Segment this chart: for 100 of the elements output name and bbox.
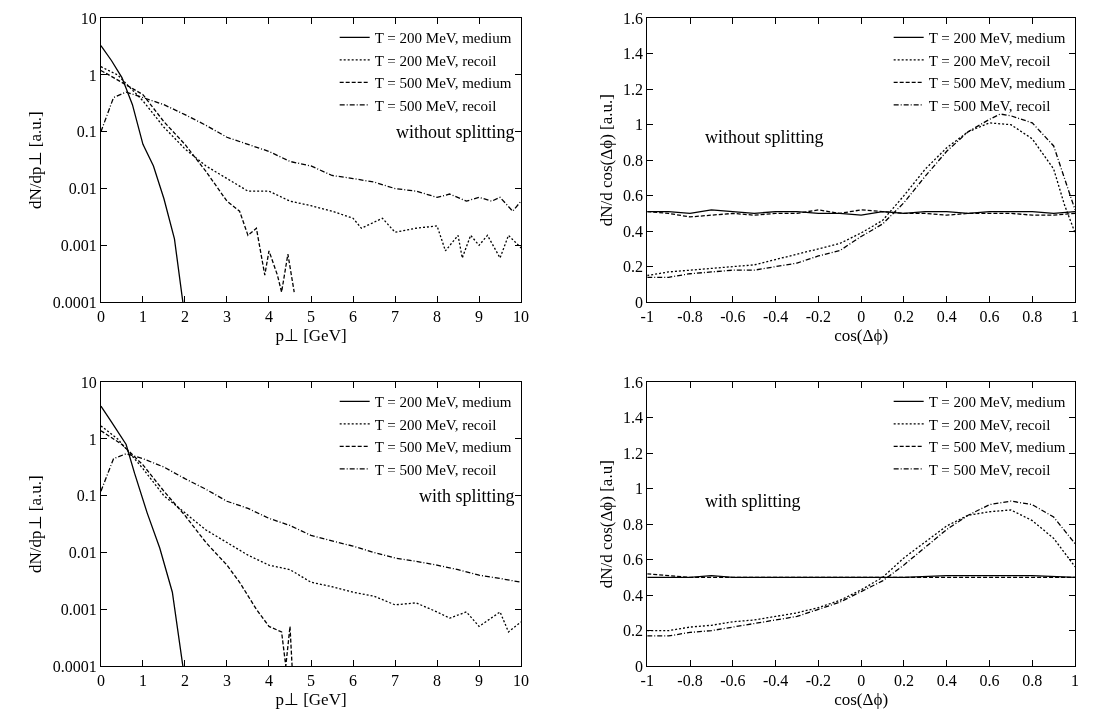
legend-label: T = 500 MeV, recoil	[928, 97, 1051, 114]
x-tick-label: 0.2	[893, 672, 914, 690]
y-tick-label: 0.8	[623, 151, 644, 169]
y-tick-label: 1	[88, 66, 97, 84]
legend-label: T = 500 MeV, medium	[928, 75, 1066, 92]
y-tick-label: 0	[635, 657, 644, 675]
x-tick-label: 0.4	[936, 672, 957, 690]
y-tick-label: 0.1	[76, 487, 97, 505]
x-axis-title: p⊥ [GeV]	[275, 325, 347, 345]
y-tick-label: 0.2	[623, 622, 644, 640]
x-tick-label: 7	[391, 672, 400, 690]
y-tick-label: 0.2	[623, 258, 644, 276]
y-tick-label: 0.6	[623, 187, 644, 205]
legend-label: T = 200 MeV, recoil	[374, 52, 497, 69]
legend-label: T = 200 MeV, recoil	[374, 416, 497, 433]
y-tick-label: 0.001	[60, 236, 97, 254]
y-tick-label: 1	[88, 430, 97, 448]
x-tick-label: -0.4	[762, 308, 789, 326]
x-tick-label: -1	[640, 308, 654, 326]
x-tick-label: -0.6	[720, 308, 746, 326]
y-tick-label: 1.6	[623, 9, 644, 27]
legend-label: T = 200 MeV, medium	[928, 30, 1066, 47]
legend-label: T = 500 MeV, recoil	[374, 97, 497, 114]
legend-label: T = 200 MeV, recoil	[928, 416, 1051, 433]
x-tick-label: -0.2	[805, 308, 832, 326]
x-tick-label: -0.2	[805, 672, 832, 690]
x-tick-label: 4	[264, 672, 273, 690]
legend-label: T = 200 MeV, recoil	[928, 52, 1051, 69]
annotation: with splitting	[419, 486, 515, 506]
y-tick-label: 10	[80, 373, 97, 391]
x-tick-label: 5	[307, 672, 315, 690]
legend-label: T = 500 MeV, medium	[928, 439, 1066, 456]
x-tick-label: 0.8	[1022, 672, 1043, 690]
x-tick-label: -0.6	[720, 672, 746, 690]
legend-label: T = 200 MeV, medium	[374, 394, 512, 411]
x-tick-label: 0	[857, 672, 866, 690]
y-tick-label: 1	[635, 116, 644, 134]
x-tick-label: 10	[513, 672, 530, 690]
x-tick-label: 0.8	[1022, 308, 1043, 326]
legend-label: T = 500 MeV, recoil	[374, 461, 497, 478]
x-tick-label: 10	[513, 308, 530, 326]
x-axis-title: cos(Δϕ)	[834, 325, 889, 345]
y-tick-label: 0.001	[60, 600, 97, 618]
x-tick-label: 2	[180, 672, 189, 690]
y-tick-label: 0.4	[623, 586, 644, 604]
x-tick-label: 4	[264, 308, 273, 326]
y-tick-label: 0.4	[623, 222, 644, 240]
x-tick-label: -1	[640, 672, 654, 690]
x-tick-label: 9	[475, 308, 484, 326]
annotation: without splitting	[396, 122, 515, 142]
x-tick-label: 0.6	[979, 308, 1000, 326]
y-axis-title: dN/dp⊥ [a.u.]	[26, 475, 46, 573]
y-axis-title: dN/d cos(Δϕ) [a.u.]	[596, 94, 616, 227]
y-tick-label: 1.4	[623, 409, 644, 427]
y-tick-label: 1.2	[623, 444, 644, 462]
x-tick-label: 9	[475, 672, 484, 690]
x-tick-label: 6	[349, 308, 358, 326]
x-tick-label: 0.4	[936, 308, 957, 326]
x-tick-label: 5	[307, 308, 315, 326]
x-tick-label: 1	[138, 308, 147, 326]
x-tick-label: 1	[1071, 672, 1080, 690]
y-tick-label: 1.4	[623, 45, 644, 63]
y-tick-label: 1	[635, 480, 644, 498]
annotation: without splitting	[705, 127, 824, 147]
x-tick-label: 2	[180, 308, 189, 326]
x-tick-label: 3	[222, 308, 231, 326]
legend-label: T = 500 MeV, recoil	[928, 461, 1051, 478]
annotation: with splitting	[705, 491, 801, 511]
y-tick-label: 0.1	[76, 123, 97, 141]
x-tick-label: 6	[349, 672, 358, 690]
x-tick-label: 8	[433, 672, 442, 690]
y-tick-label: 1.2	[623, 80, 644, 98]
y-tick-label: 0.8	[623, 515, 644, 533]
y-tick-label: 0.01	[68, 180, 97, 198]
x-tick-label: 0	[857, 308, 866, 326]
y-tick-label: 0.01	[68, 544, 97, 562]
legend-label: T = 200 MeV, medium	[374, 30, 512, 47]
x-tick-label: 0.2	[893, 308, 914, 326]
x-tick-label: 1	[138, 672, 147, 690]
y-tick-label: 0.0001	[52, 657, 97, 675]
x-tick-label: 3	[222, 672, 231, 690]
x-tick-label: 8	[433, 308, 442, 326]
legend-label: T = 200 MeV, medium	[928, 394, 1066, 411]
y-tick-label: 0.6	[623, 551, 644, 569]
y-tick-label: 1.6	[623, 373, 644, 391]
y-tick-label: 0	[635, 293, 644, 311]
x-tick-label: 1	[1071, 308, 1080, 326]
legend-label: T = 500 MeV, medium	[374, 439, 512, 456]
y-axis-title: dN/dp⊥ [a.u.]	[26, 111, 46, 209]
y-tick-label: 0.0001	[52, 293, 97, 311]
x-tick-label: 0.6	[979, 672, 1000, 690]
legend-label: T = 500 MeV, medium	[374, 75, 512, 92]
y-axis-title: dN/d cos(Δϕ) [a.u]	[596, 460, 616, 589]
y-tick-label: 10	[80, 9, 97, 27]
x-tick-label: -0.8	[677, 308, 703, 326]
x-axis-title: p⊥ [GeV]	[275, 689, 347, 709]
x-tick-label: -0.8	[677, 672, 703, 690]
x-tick-label: 7	[391, 308, 400, 326]
x-tick-label: -0.4	[762, 672, 789, 690]
x-axis-title: cos(Δϕ)	[834, 689, 889, 709]
